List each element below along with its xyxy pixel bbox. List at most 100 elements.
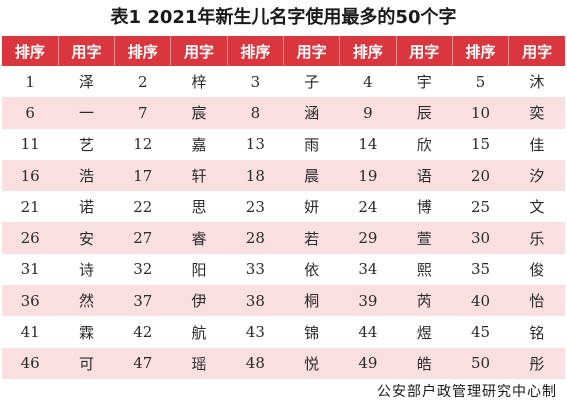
rank-cell: 6	[2, 97, 59, 129]
rank-cell: 21	[2, 191, 59, 223]
rank-cell: 14	[339, 128, 397, 160]
rank-cell: 16	[2, 159, 59, 192]
name-character-cell: 睿	[170, 222, 228, 254]
name-character-cell: 皓	[396, 347, 453, 379]
rank-cell: 38	[227, 285, 284, 317]
header-rank: 排序	[114, 36, 172, 66]
rank-cell: 18	[227, 159, 284, 192]
header-rank: 排序	[339, 36, 397, 66]
name-character-cell: 芮	[396, 285, 453, 317]
rank-cell: 8	[227, 97, 284, 129]
header-rank: 排序	[452, 36, 510, 66]
table-row: 31 诗 32 阳 33 依 34 熙 35 俊	[2, 253, 565, 286]
rank-cell: 39	[339, 285, 397, 317]
name-character-cell: 晨	[283, 159, 340, 192]
name-character-cell: 语	[396, 159, 453, 192]
rank-cell: 23	[227, 191, 284, 223]
name-character-cell: 泽	[58, 66, 115, 98]
header-character: 用字	[283, 36, 341, 66]
name-character-cell: 安	[58, 222, 115, 254]
name-character-cell: 萱	[396, 222, 453, 254]
name-character-cell: 宸	[170, 97, 228, 129]
table-row: 41 霖 42 航 43 锦 44 煜 45 铭	[2, 316, 565, 348]
name-character-cell: 艺	[58, 128, 115, 160]
rank-cell: 1	[2, 66, 59, 98]
table-header-row: 排序 用字 排序 用字 排序 用字 排序 用字 排序 用字	[2, 36, 565, 66]
rank-cell: 4	[339, 66, 397, 98]
name-character-cell: 轩	[170, 159, 228, 192]
name-character-cell: 怡	[508, 285, 565, 317]
name-character-cell: 嘉	[170, 128, 228, 160]
name-character-cell: 诗	[58, 253, 115, 286]
rank-cell: 25	[452, 191, 509, 223]
rank-cell: 10	[452, 97, 509, 129]
rank-cell: 45	[452, 316, 509, 348]
name-character-cell: 乐	[508, 222, 565, 254]
table-row: 11 艺 12 嘉 13 雨 14 欣 15 佳	[2, 128, 565, 160]
name-character-cell: 奕	[508, 97, 565, 129]
rank-cell: 19	[339, 159, 397, 192]
table-row: 21 诺 22 思 23 妍 24 博 25 文	[2, 191, 565, 223]
rank-cell: 34	[339, 253, 397, 286]
name-character-cell: 彤	[508, 347, 565, 379]
name-character-cell: 梓	[170, 66, 228, 98]
name-character-cell: 欣	[396, 128, 453, 160]
rank-cell: 27	[114, 222, 171, 254]
rank-cell: 9	[339, 97, 397, 129]
name-character-cell: 子	[283, 66, 340, 98]
name-character-cell: 伊	[170, 285, 228, 317]
rank-cell: 47	[114, 347, 171, 379]
header-character: 用字	[508, 36, 565, 66]
table-title: 表1 2021年新生儿名字使用最多的50个字	[110, 7, 457, 28]
header-character: 用字	[396, 36, 453, 66]
rank-cell: 49	[339, 347, 397, 379]
name-character-cell: 博	[396, 191, 453, 223]
header-character: 用字	[58, 36, 116, 66]
name-character-cell: 然	[58, 285, 115, 317]
name-character-cell: 航	[170, 316, 228, 348]
name-character-cell: 霖	[58, 316, 115, 348]
rank-cell: 12	[114, 128, 171, 160]
rank-cell: 22	[114, 191, 171, 223]
rank-cell: 36	[2, 285, 59, 317]
table-row: 6 一 7 宸 8 涵 9 辰 10 奕	[2, 97, 565, 129]
rank-cell: 33	[227, 253, 284, 286]
name-character-cell: 思	[170, 191, 228, 223]
name-character-cell: 可	[58, 347, 115, 379]
name-character-cell: 若	[283, 222, 340, 254]
rank-cell: 28	[227, 222, 284, 254]
name-character-cell: 瑶	[170, 347, 228, 379]
name-character-cell: 阳	[170, 253, 228, 286]
name-character-cell: 铭	[508, 316, 565, 348]
name-character-cell: 雨	[283, 128, 340, 160]
name-character-cell: 桐	[283, 285, 340, 317]
rank-cell: 20	[452, 159, 509, 192]
name-character-cell: 诺	[58, 191, 115, 223]
name-character-cell: 锦	[283, 316, 340, 348]
rank-cell: 26	[2, 222, 59, 254]
table-row: 36 然 37 伊 38 桐 39 芮 40 怡	[2, 285, 565, 317]
table-row: 26 安 27 睿 28 若 29 萱 30 乐	[2, 222, 565, 254]
rank-cell: 37	[114, 285, 171, 317]
rank-cell: 11	[2, 128, 59, 160]
rank-cell: 13	[227, 128, 284, 160]
rank-cell: 31	[2, 253, 59, 286]
rank-cell: 50	[452, 347, 509, 379]
rank-cell: 29	[339, 222, 397, 254]
rank-cell: 43	[227, 316, 284, 348]
rank-cell: 44	[339, 316, 397, 348]
source-credit: 公安部户政管理研究中心制	[377, 384, 557, 400]
header-rank: 排序	[2, 36, 59, 66]
rank-cell: 5	[452, 66, 509, 98]
rank-cell: 7	[114, 97, 171, 129]
rank-cell: 32	[114, 253, 171, 286]
rank-cell: 48	[227, 347, 284, 379]
table-body: 1 泽 2 梓 3 子 4 宇 5 沐 6 一 7 宸 8 涵 9 辰 10 奕 11 艺 12 嘉 13 雨 14 欣 15 佳 16 浩 1…	[2, 66, 565, 379]
header-character: 用字	[170, 36, 228, 66]
name-character-cell: 佳	[508, 128, 565, 160]
rank-cell: 42	[114, 316, 171, 348]
rank-cell: 41	[2, 316, 59, 348]
name-character-cell: 煜	[396, 316, 453, 348]
name-character-cell: 汐	[508, 159, 565, 192]
